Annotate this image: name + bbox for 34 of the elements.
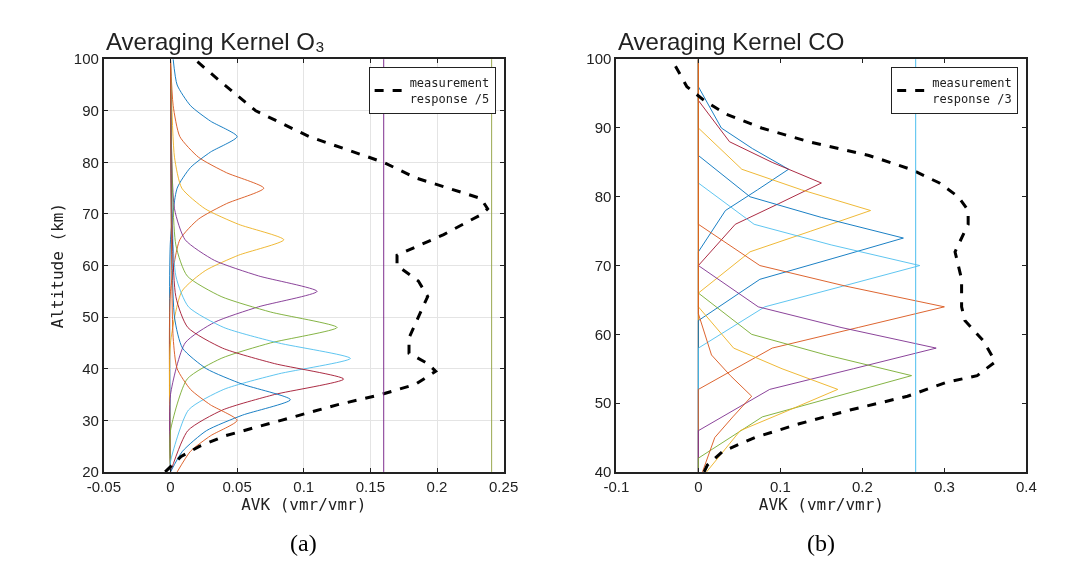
x-tick-label: 0.4: [1015, 477, 1037, 495]
y-tick-label: 60: [594, 325, 612, 343]
y-tick-label: 90: [82, 102, 99, 120]
x-tick-label: 0.25: [489, 477, 519, 495]
x-axis-title: AVK (vmr/vmr): [241, 494, 367, 514]
x-tick-label: 0.05: [222, 477, 252, 495]
x-tick-label: 0.3: [933, 477, 955, 495]
y-tick-label: 60: [82, 256, 99, 274]
y-tick-label: 70: [594, 256, 612, 274]
chart-title: Averaging Kernel CO: [618, 28, 845, 55]
y-tick-label: 80: [82, 153, 99, 171]
y-tick-label: 100: [73, 50, 99, 68]
legend-label: measurement response /3: [932, 76, 1012, 107]
x-tick-label: 0.2: [426, 477, 448, 495]
x-tick-label: 0.15: [355, 477, 385, 495]
y-tick-label: 80: [594, 188, 612, 206]
y-tick-label: 50: [82, 308, 99, 326]
y-tick-label: 40: [82, 359, 99, 377]
x-axis-title: AVK (vmr/vmr): [758, 494, 884, 514]
x-tick-label: 0.2: [851, 477, 873, 495]
legend-label: measurement response /5: [409, 76, 490, 107]
y-tick-label: 30: [82, 411, 99, 429]
x-tick-label: 0: [166, 477, 175, 495]
x-tick-label: 0: [694, 477, 703, 495]
y-tick-label: 70: [82, 205, 99, 223]
text: (a): [290, 530, 317, 556]
y-tick-label: 100: [586, 50, 612, 68]
y-axis-title: Altitude (km): [48, 202, 68, 329]
text: (b): [807, 530, 835, 556]
chart-title: Averaging Kernel O₃: [106, 28, 325, 55]
x-tick-label: 0.1: [293, 477, 315, 495]
y-tick-label: 50: [594, 394, 612, 412]
x-tick-label: 0.1: [769, 477, 791, 495]
y-tick-label: 90: [594, 119, 612, 137]
